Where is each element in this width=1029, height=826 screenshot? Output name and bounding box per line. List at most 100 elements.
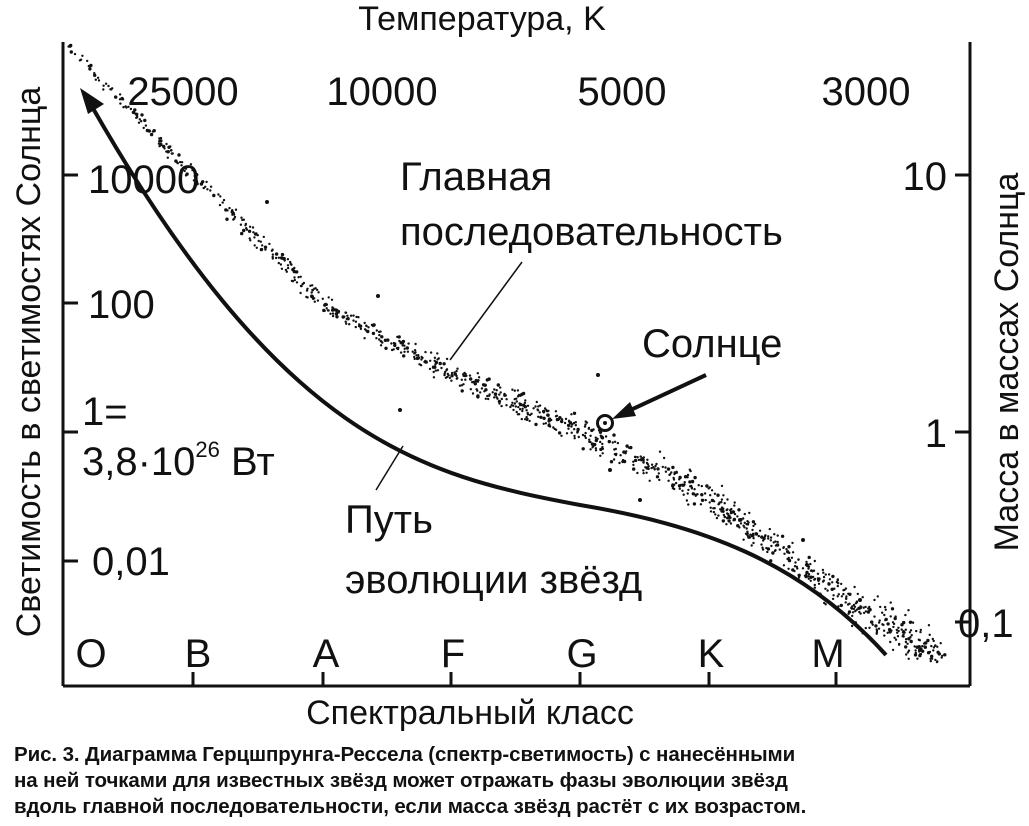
star-point [683,475,688,479]
star-point [392,341,396,345]
star-point [295,281,299,284]
star-point [599,440,602,444]
star-point [661,465,664,469]
star-point [375,337,378,340]
star-point [769,536,773,539]
star-point [846,603,850,606]
star-point [632,467,636,471]
star-point [902,629,905,633]
star-point [746,530,749,533]
star-point [297,276,300,279]
star-point [883,605,887,609]
star-point [89,63,93,68]
star-point [286,258,290,261]
star-point [835,580,839,584]
star-point [773,533,776,536]
star-point [767,535,770,538]
star-point [813,583,816,587]
star-point [496,383,500,387]
star-point [69,50,74,54]
star-point [436,352,439,355]
star-point [397,346,400,349]
star-point [681,489,684,492]
star-point [403,344,406,347]
star-point [438,361,442,366]
star-point [289,262,292,265]
star-point [476,372,479,375]
star-point [343,315,346,318]
star-point [907,609,910,612]
star-point [166,156,169,159]
star-point [317,291,320,294]
star-point [500,397,503,401]
star-point [406,350,410,353]
star-point [565,432,569,435]
star-point [442,362,446,366]
star-point [688,468,691,471]
star-point [464,374,467,378]
star-point [329,312,332,315]
star-point [521,407,524,410]
star-point [855,600,859,603]
star-point [456,377,459,380]
evolution-path-pointer [375,445,404,491]
star-point [176,162,179,165]
star-point [668,473,671,477]
star-point [693,475,697,480]
star-point [282,256,286,261]
star-point [260,248,264,251]
star-point [118,98,122,101]
star-point [709,494,712,497]
star-point [378,338,381,341]
star-point [584,436,587,440]
star-point [832,594,835,597]
star-point [776,534,779,537]
star-point [932,649,935,652]
star-point [472,381,476,384]
star-point [401,342,405,345]
star-point [217,193,220,196]
star-point [817,579,820,583]
star-point [274,256,278,260]
star-point [612,458,616,461]
star-point [654,464,657,468]
star-point [306,287,309,290]
star-point [512,408,515,412]
star-point [264,248,267,251]
star-point [205,180,208,184]
star-point [234,208,238,211]
star-point [940,656,943,659]
star-point [133,108,137,112]
star-point [102,88,105,91]
star-point [894,638,898,641]
star-point [673,487,676,491]
star-point [609,460,614,464]
star-point [674,481,678,485]
star-point [862,606,865,609]
star-point [700,493,704,497]
star-point [797,558,800,561]
star-point [517,413,521,416]
star-point [929,657,932,660]
spectral-class-label: G [566,632,597,676]
star-point [737,508,741,512]
evolution-path-curve [84,95,888,657]
star-point [904,645,908,649]
star-point [495,396,498,399]
star-point [693,488,696,491]
star-points [67,43,947,664]
star-point [776,540,779,544]
star-point [881,611,884,614]
star-point [460,378,463,381]
star-point [398,408,402,412]
star-point [534,422,538,427]
star-point [560,434,563,437]
star-point [570,431,573,434]
star-point [761,546,764,549]
star-point [577,435,580,439]
star-point [708,486,711,489]
left-tick-label: 0,01 [92,540,170,584]
star-point [636,456,639,459]
star-point [911,621,915,624]
star-point [646,458,649,461]
